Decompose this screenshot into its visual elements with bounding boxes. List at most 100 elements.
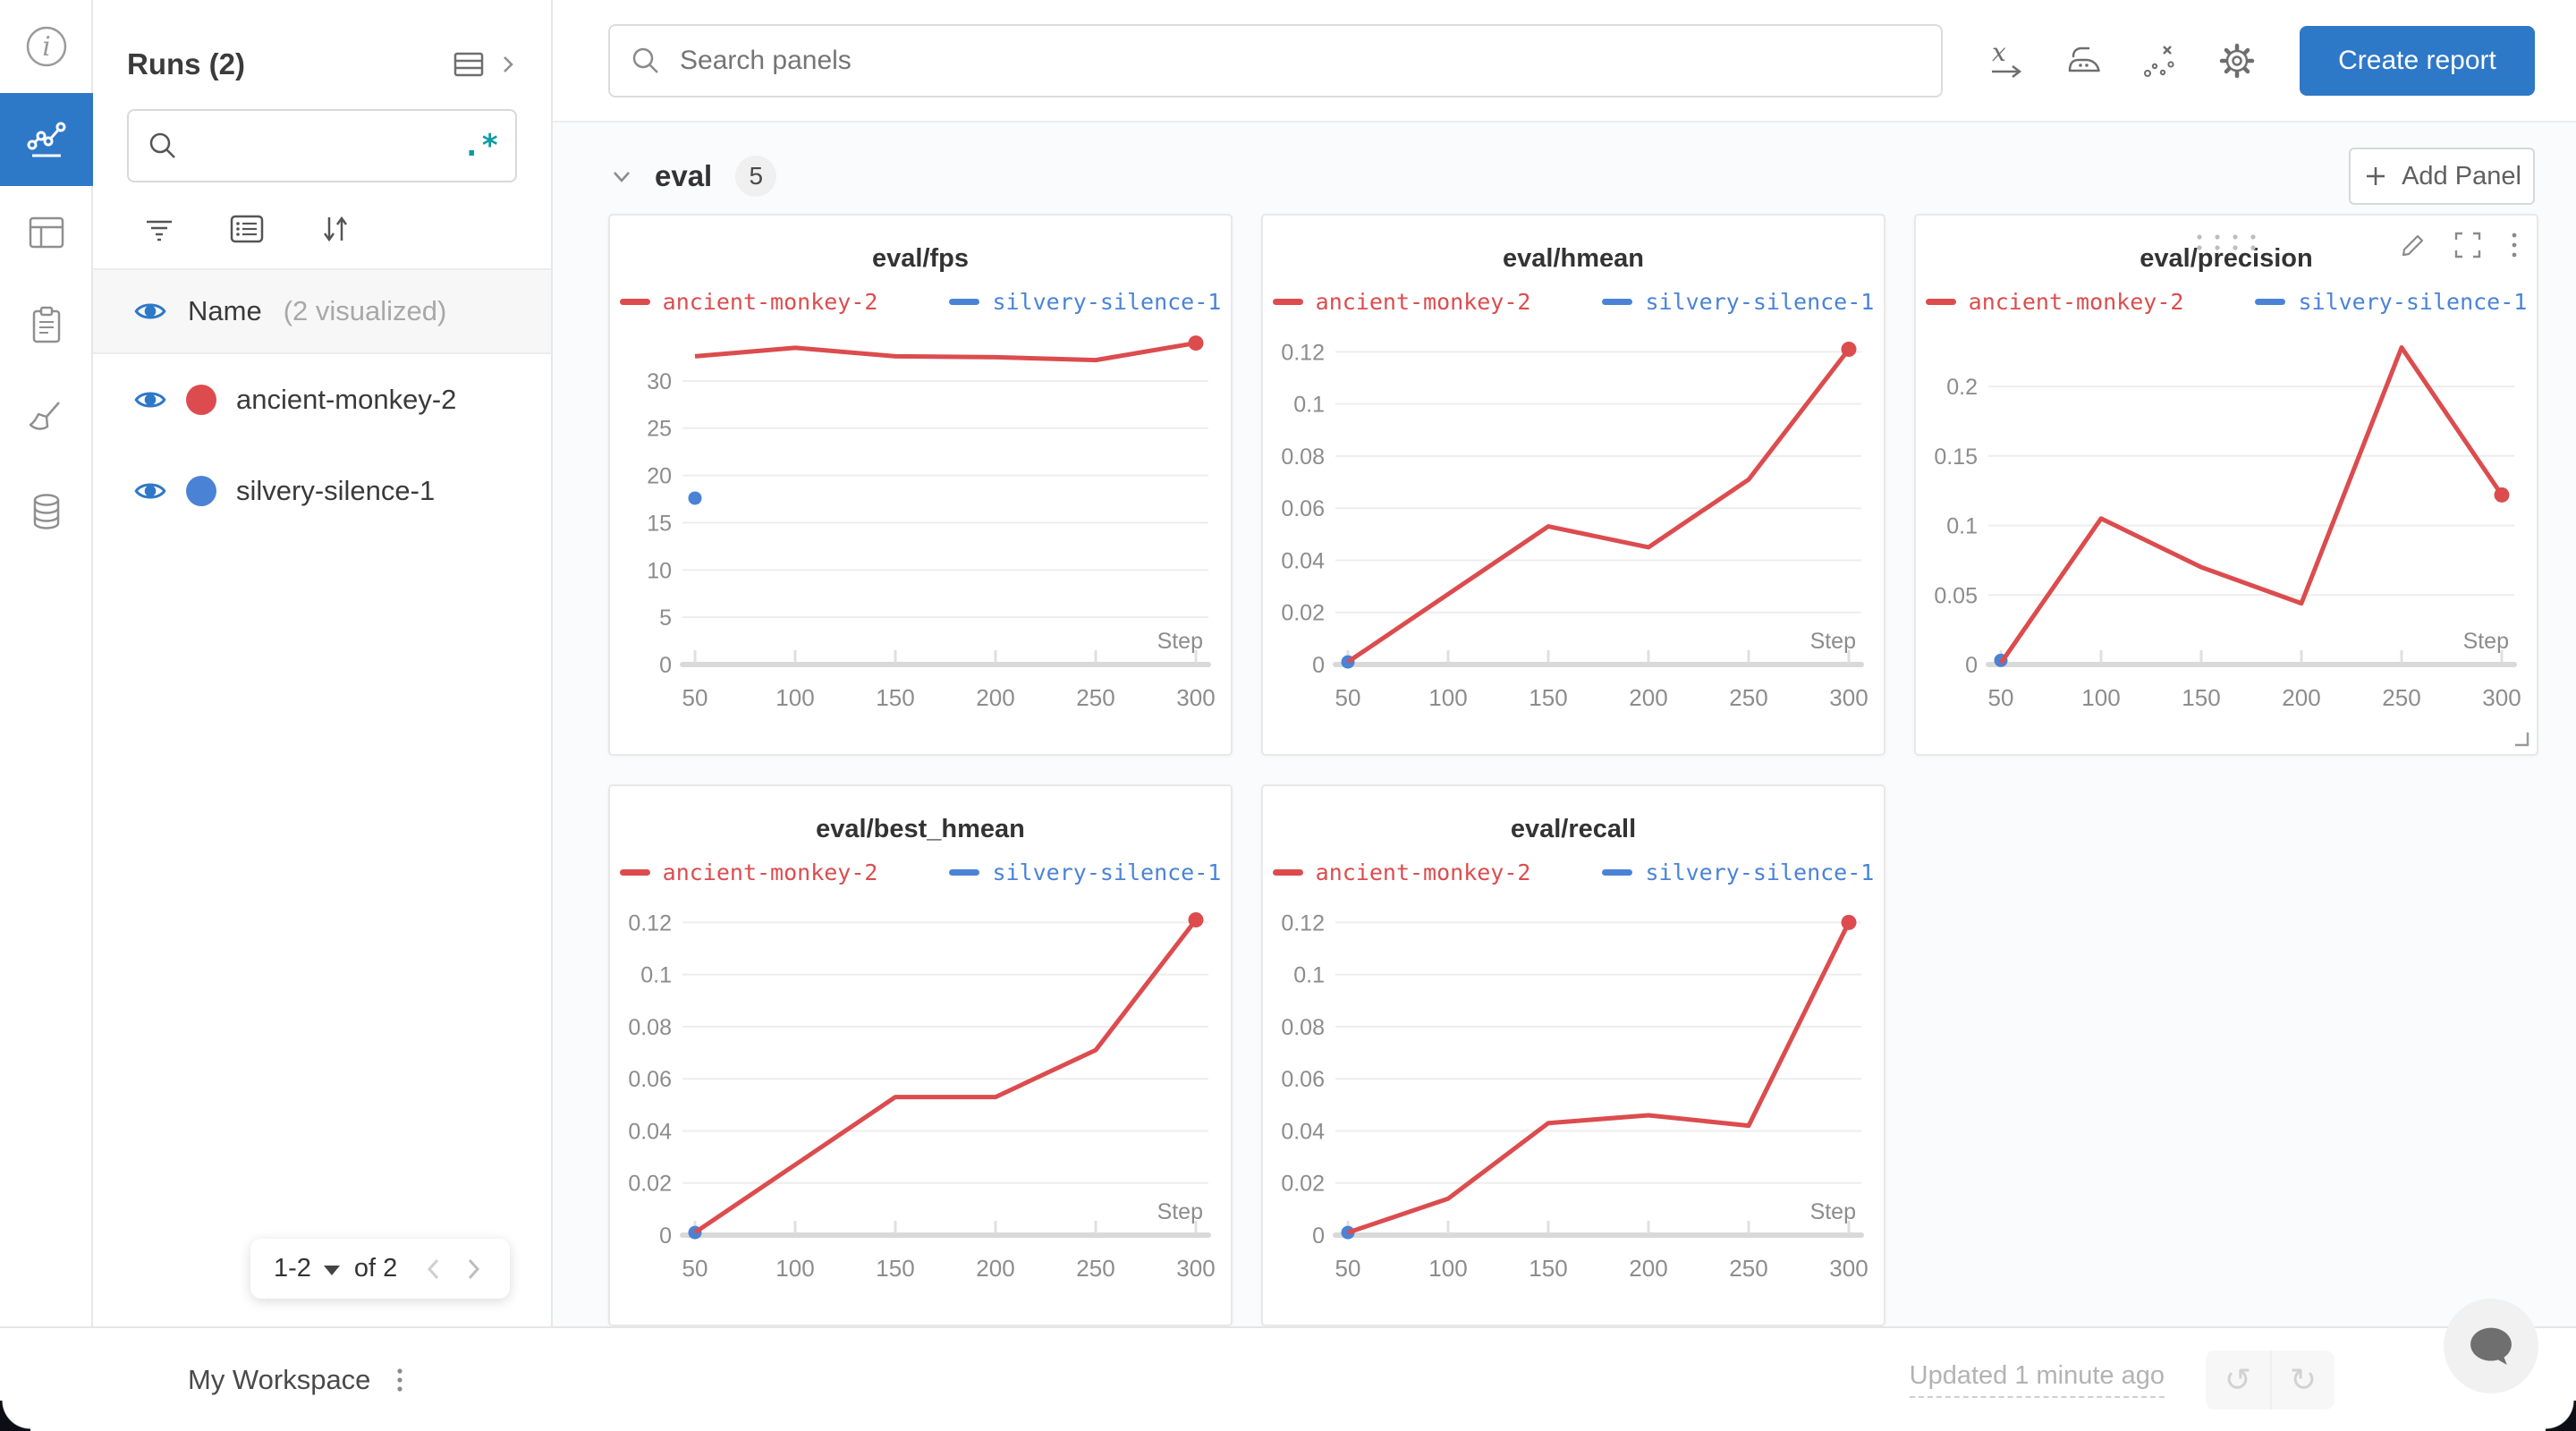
chevron-down-icon[interactable] [608,163,635,190]
redo-icon[interactable]: ↻ [2270,1350,2334,1410]
svg-text:300: 300 [1176,1255,1215,1282]
panel-title: eval/hmean [1503,244,1644,273]
add-panel-button[interactable]: Add Panel [2349,148,2535,205]
svg-text:250: 250 [1076,684,1114,711]
runs-pagination: 1-2 of 2 [250,1239,510,1299]
updated-status[interactable]: Updated 1 minute ago [1909,1361,2165,1398]
workspace-menu-kebab-icon[interactable] [388,1362,411,1398]
run-color-dot[interactable] [186,385,216,415]
svg-text:150: 150 [2182,684,2220,711]
panel-menu-kebab-icon[interactable] [2508,230,2521,260]
run-row-silvery-silence-1[interactable]: silvery-silence-1 [93,445,551,537]
svg-text:0.12: 0.12 [1281,910,1325,936]
svg-text:x: x [1992,39,2006,67]
panel-chart-svg: 0 0.02 0.04 0.06 0.08 0.1 0.12 50 100 150 200 250 30… [1281,910,1868,1282]
filter-icon[interactable] [136,206,182,252]
run-row-ancient-monkey-2[interactable]: ancient-monkey-2 [93,354,551,445]
svg-text:50: 50 [682,684,708,711]
panel-search-input[interactable] [678,44,1923,77]
create-report-button[interactable]: Create report [2300,25,2535,96]
columns-list-icon[interactable] [224,206,270,252]
svg-text:0.06: 0.06 [1281,1067,1325,1092]
svg-text:i: i [42,31,51,63]
svg-text:0.06: 0.06 [1281,496,1325,521]
svg-text:150: 150 [876,1255,914,1282]
plus-icon [2362,163,2389,190]
svg-text:0.08: 0.08 [628,1015,672,1040]
pagination-next-icon[interactable] [458,1251,488,1287]
svg-text:Step: Step [1157,629,1203,654]
help-chat-button[interactable] [2444,1299,2538,1393]
x-axis-settings-icon[interactable]: x [1983,38,2029,84]
smoothing-iron-icon[interactable] [2060,38,2106,84]
visualized-note: (2 visualized) [283,295,447,326]
chart-panel[interactable]: eval/recall ancient-monkey-2 silvery-sile… [1261,784,1885,1326]
runs-sidebar: Runs (2) .* Name (2 v [93,0,553,1326]
svg-text:0.02: 0.02 [628,1172,672,1197]
drag-handle-icon[interactable] [2192,232,2260,253]
legend-run-name: silvery-silence-1 [1645,288,1875,315]
broom-icon [23,395,70,442]
svg-text:300: 300 [1176,684,1215,711]
pagination-range[interactable]: 1-2 [274,1254,311,1283]
svg-text:0.12: 0.12 [628,910,672,936]
eye-icon[interactable] [134,384,166,416]
outliers-scatter-icon[interactable] [2137,38,2183,84]
svg-text:300: 300 [2482,684,2521,711]
caret-down-icon[interactable] [323,1266,340,1275]
pagination-prev-icon[interactable] [419,1251,449,1287]
svg-text:200: 200 [1629,684,1667,711]
rail-item-sweeps[interactable] [0,372,93,465]
workspace-name[interactable]: My Workspace [188,1363,371,1395]
undo-icon[interactable]: ↺ [2224,1360,2252,1398]
fullscreen-icon[interactable] [2453,230,2483,260]
sort-icon[interactable] [311,206,358,252]
legend-item: ancient-monkey-2 [1272,289,1530,315]
rail-item-artifacts[interactable] [0,465,93,558]
run-name[interactable]: silvery-silence-1 [236,475,436,506]
rail-item-runs-table[interactable] [0,186,93,279]
legend-item: silvery-silence-1 [2255,289,2527,315]
svg-text:0.1: 0.1 [640,963,672,988]
resize-handle-icon[interactable] [2512,729,2531,749]
legend-run-name: ancient-monkey-2 [1968,288,2184,315]
gear-icon[interactable] [2214,38,2260,84]
svg-text:15: 15 [647,511,672,536]
rail-item-overview[interactable]: i [0,0,93,93]
panel-legend: ancient-monkey-2 silvery-silence-1 [610,856,1231,888]
rail-item-workspace[interactable] [0,93,93,186]
panel-chart-svg: 0 0.02 0.04 0.06 0.08 0.1 0.12 50 100 150 200 250 30… [1281,340,1868,711]
section-title[interactable]: eval [655,159,713,192]
svg-text:100: 100 [2081,684,2120,711]
run-color-dot[interactable] [186,476,216,506]
regex-toggle-icon[interactable]: .* [462,128,499,164]
panel-legend: ancient-monkey-2 silvery-silence-1 [1263,285,1884,318]
workspace-topbar: x Create report [553,0,2576,123]
runs-search-input[interactable] [181,130,463,162]
svg-text:30: 30 [647,369,672,394]
eye-icon[interactable] [134,475,166,507]
chevron-right-icon[interactable] [497,48,519,80]
run-name[interactable]: ancient-monkey-2 [236,384,457,415]
chart-panel[interactable]: eval/hmean ancient-monkey-2 silvery-silen… [1261,214,1885,756]
runs-name-header[interactable]: Name (2 visualized) [93,268,551,354]
line-chart-icon [21,114,72,165]
chart-panel[interactable]: eval/best_hmean ancient-monkey-2 silvery-… [608,784,1233,1326]
svg-text:0.02: 0.02 [1281,1172,1325,1197]
rail-item-logs[interactable] [0,279,93,372]
legend-item: silvery-silence-1 [1602,289,1874,315]
pagination-total: of 2 [353,1254,398,1283]
svg-text:100: 100 [775,684,814,711]
svg-text:5: 5 [659,605,672,631]
legend-run-name: ancient-monkey-2 [662,859,878,885]
runs-table-toggle-icon[interactable] [451,45,490,84]
svg-text:0.08: 0.08 [1281,445,1325,470]
chart-panel[interactable]: eval/precision ancient-monkey-2 silvery-s… [1914,214,2538,756]
chart-panel[interactable]: eval/fps ancient-monkey-2 silvery-silence… [608,214,1233,756]
panel-title: eval/recall [1510,815,1637,843]
edit-panel-pencil-icon[interactable] [2399,231,2428,259]
eye-icon[interactable] [134,295,166,327]
panel-legend: ancient-monkey-2 silvery-silence-1 [610,285,1231,318]
svg-text:300: 300 [1829,1255,1868,1282]
svg-text:Step: Step [1157,1199,1203,1224]
